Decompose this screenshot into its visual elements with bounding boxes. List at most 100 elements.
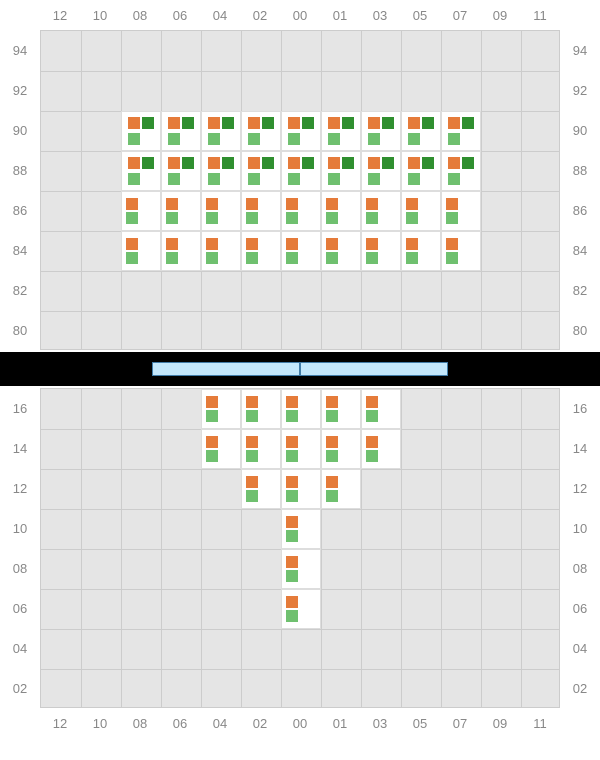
slot-cell[interactable] (161, 111, 201, 151)
slot-cell[interactable] (161, 151, 201, 191)
status-mark (368, 173, 380, 185)
slot-cell[interactable] (201, 111, 241, 151)
status-mark (286, 596, 298, 608)
slot-cell[interactable] (241, 111, 281, 151)
slot-cell[interactable] (201, 429, 241, 469)
slot-cell[interactable] (241, 429, 281, 469)
status-mark (166, 252, 178, 264)
slot-cell[interactable] (121, 231, 161, 271)
status-mark (422, 157, 434, 169)
status-mark (448, 173, 460, 185)
slot-cell[interactable] (241, 389, 281, 429)
slot-cell[interactable] (361, 151, 401, 191)
status-mark (248, 117, 260, 129)
top-row-labels-right: 9492908886848280 (560, 30, 600, 350)
slot-cell[interactable] (241, 469, 281, 509)
status-mark (408, 173, 420, 185)
column-label: 04 (200, 8, 240, 23)
column-label: 06 (160, 8, 200, 23)
slot-cell[interactable] (241, 191, 281, 231)
row-label: 16 (0, 388, 40, 428)
column-label: 05 (400, 8, 440, 23)
slot-cell[interactable] (121, 111, 161, 151)
column-label: 09 (480, 8, 520, 23)
slot-cell[interactable] (361, 191, 401, 231)
row-label: 08 (560, 548, 600, 588)
slot-cell[interactable] (201, 389, 241, 429)
slot-cell[interactable] (281, 111, 321, 151)
row-label: 08 (0, 548, 40, 588)
slot-cell[interactable] (441, 111, 481, 151)
slot-cell[interactable] (201, 151, 241, 191)
slot-cell[interactable] (401, 231, 441, 271)
slot-cell[interactable] (321, 389, 361, 429)
status-mark (328, 173, 340, 185)
slot-cell[interactable] (321, 429, 361, 469)
status-mark (462, 117, 474, 129)
status-mark (208, 173, 220, 185)
slot-cell[interactable] (401, 111, 441, 151)
slot-cell[interactable] (321, 191, 361, 231)
row-label: 86 (560, 190, 600, 230)
status-mark (448, 133, 460, 145)
slot-cell[interactable] (441, 231, 481, 271)
status-mark (248, 133, 260, 145)
bottom-column-labels: 12100806040200010305070911 (0, 708, 600, 738)
slot-cell[interactable] (241, 151, 281, 191)
slot-cell[interactable] (321, 231, 361, 271)
hatch-cover-bar (300, 362, 448, 376)
status-mark (206, 238, 218, 250)
status-mark (206, 198, 218, 210)
column-label: 00 (280, 8, 320, 23)
status-mark (326, 212, 338, 224)
slot-cell[interactable] (361, 429, 401, 469)
slot-cell[interactable] (201, 231, 241, 271)
slot-cell[interactable] (281, 589, 321, 629)
status-mark (286, 450, 298, 462)
slot-cell[interactable] (441, 191, 481, 231)
slot-cell[interactable] (361, 389, 401, 429)
slot-cell[interactable] (281, 429, 321, 469)
slot-cell[interactable] (281, 509, 321, 549)
slot-cell[interactable] (361, 111, 401, 151)
slot-cell[interactable] (281, 469, 321, 509)
slot-cell[interactable] (201, 191, 241, 231)
column-label: 01 (320, 8, 360, 23)
slot-cell[interactable] (361, 231, 401, 271)
slot-cell[interactable] (281, 231, 321, 271)
status-mark (446, 252, 458, 264)
status-mark (286, 436, 298, 448)
row-label: 88 (560, 150, 600, 190)
slot-cell[interactable] (121, 151, 161, 191)
slot-cell[interactable] (401, 191, 441, 231)
slot-cell[interactable] (281, 549, 321, 589)
slot-cell[interactable] (161, 191, 201, 231)
status-mark (366, 198, 378, 210)
slot-cell[interactable] (161, 231, 201, 271)
bottom-row-labels-left: 1614121008060402 (0, 388, 40, 708)
slot-cell[interactable] (241, 231, 281, 271)
slot-cell[interactable] (321, 469, 361, 509)
status-mark (286, 238, 298, 250)
status-mark (326, 476, 338, 488)
column-label: 07 (440, 716, 480, 731)
status-mark (246, 476, 258, 488)
slot-cell[interactable] (441, 151, 481, 191)
slot-cell[interactable] (321, 151, 361, 191)
slot-cell[interactable] (281, 151, 321, 191)
slot-cell[interactable] (281, 389, 321, 429)
column-label: 00 (280, 716, 320, 731)
status-mark (246, 490, 258, 502)
status-mark (366, 238, 378, 250)
status-mark (366, 212, 378, 224)
slot-cell[interactable] (281, 191, 321, 231)
top-row-labels-left: 9492908886848280 (0, 30, 40, 350)
slot-cell[interactable] (321, 111, 361, 151)
status-mark (168, 117, 180, 129)
status-mark (406, 238, 418, 250)
row-label: 82 (0, 270, 40, 310)
row-label: 14 (560, 428, 600, 468)
status-mark (126, 252, 138, 264)
slot-cell[interactable] (401, 151, 441, 191)
slot-cell[interactable] (121, 191, 161, 231)
